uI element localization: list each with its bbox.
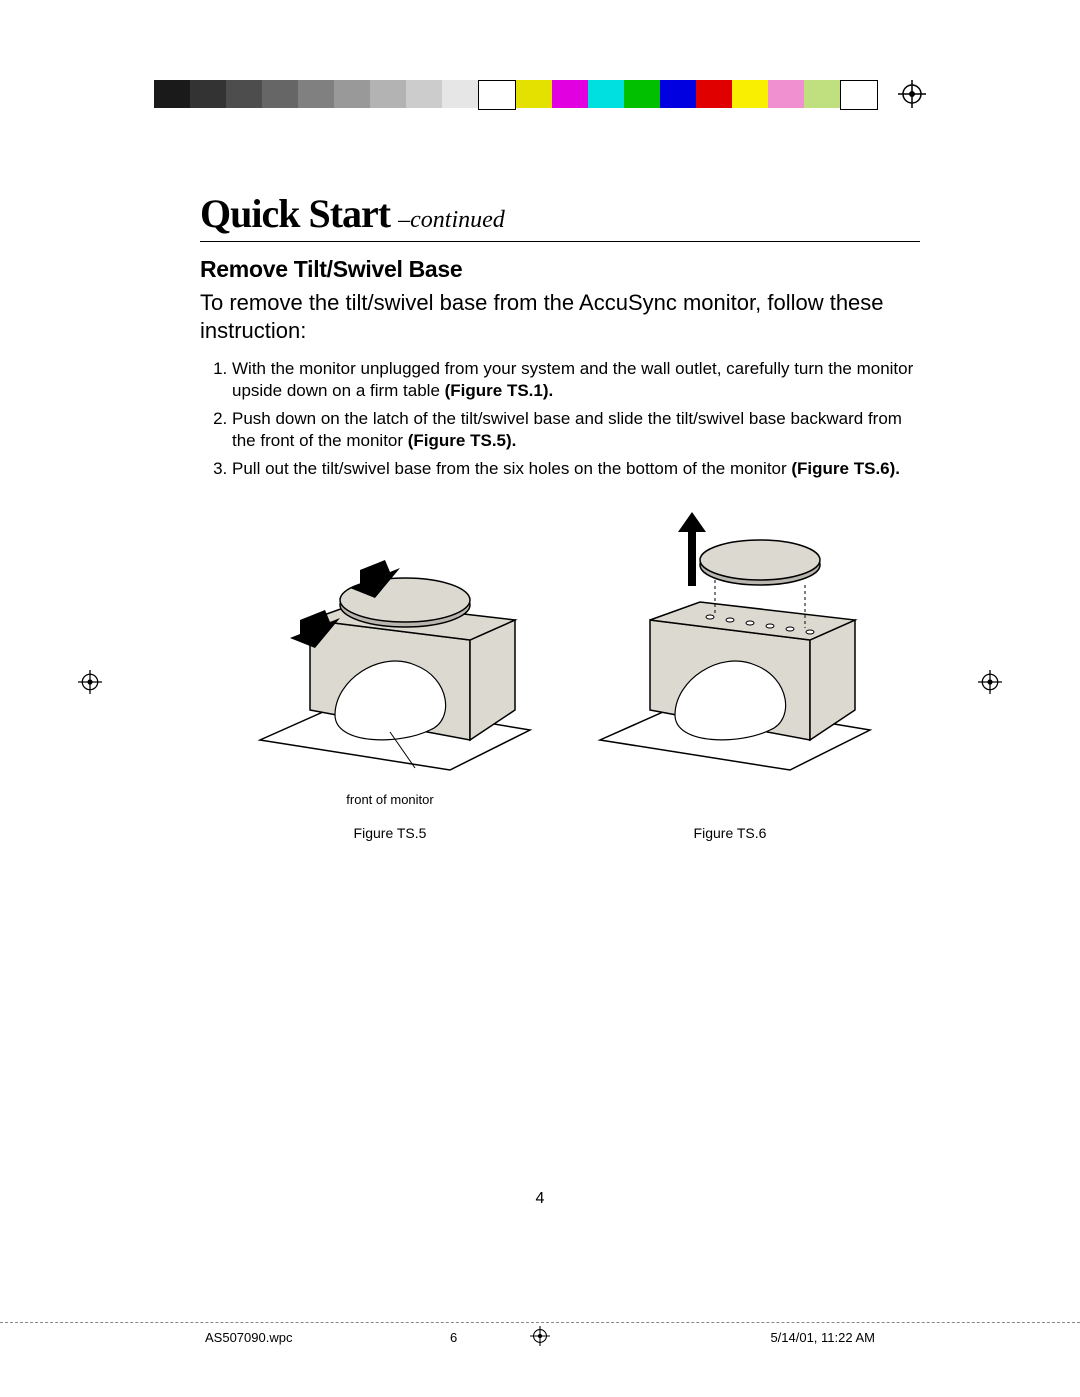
content-area: Quick Start –continued Remove Tilt/Swive… [200,190,920,841]
color-swatch [840,80,878,110]
footer-filename: AS507090.wpc [205,1330,292,1345]
color-swatch [370,80,406,108]
registration-mark-icon [978,670,1002,699]
page-number: 4 [0,1190,1080,1208]
color-swatch [768,80,804,108]
color-swatch [190,80,226,108]
page-title: Quick Start –continued [200,190,920,242]
footer-sheet-number: 6 [450,1330,457,1345]
registration-mark-icon [78,670,102,699]
color-swatch [660,80,696,108]
color-swatch [226,80,262,108]
title-main: Quick Start [200,190,390,237]
print-calibration-bar [0,80,1080,108]
figures-row: front of monitor Figure TS.5 [200,510,920,841]
color-swatch [804,80,840,108]
section-heading: Remove Tilt/Swivel Base [200,256,920,283]
color-swatch [478,80,516,110]
monitor-slide-illustration [240,510,540,790]
color-swatch [298,80,334,108]
figure-ts6: Figure TS.6 [580,510,880,841]
print-footer: AS507090.wpc 6 5/14/01, 11:22 AM [0,1322,1080,1337]
footer-datetime: 5/14/01, 11:22 AM [770,1330,875,1345]
color-swatch [262,80,298,108]
color-swatch [588,80,624,108]
color-swatch [154,80,190,108]
title-continued: –continued [398,207,505,234]
color-swatch [552,80,588,108]
color-swatch-bar [154,80,878,108]
figure-ts5: front of monitor Figure TS.5 [240,510,540,841]
figure-ref: (Figure TS.5). [408,431,517,450]
color-swatch [516,80,552,108]
page: Quick Start –continued Remove Tilt/Swive… [0,0,1080,1397]
monitor-lift-illustration [580,510,880,790]
color-swatch [732,80,768,108]
step-text: With the monitor unplugged from your sys… [232,359,913,400]
step-text: Pull out the tilt/swivel base from the s… [232,459,791,478]
color-swatch [624,80,660,108]
list-item: With the monitor unplugged from your sys… [232,358,920,402]
color-swatch [334,80,370,108]
instruction-list: With the monitor unplugged from your sys… [206,358,920,480]
color-swatch [696,80,732,108]
color-swatch [406,80,442,108]
figure-ref: (Figure TS.6). [791,459,900,478]
figure-caption: Figure TS.5 [240,825,540,841]
figure-ref: (Figure TS.1). [445,381,554,400]
color-swatch [442,80,478,108]
list-item: Push down on the latch of the tilt/swive… [232,408,920,452]
front-of-monitor-label: front of monitor [240,792,540,807]
step-text: Push down on the latch of the tilt/swive… [232,409,902,450]
intro-text: To remove the tilt/swivel base from the … [200,289,920,344]
registration-mark-icon [530,1326,550,1349]
list-item: Pull out the tilt/swivel base from the s… [232,458,920,480]
figure-caption: Figure TS.6 [580,825,880,841]
registration-mark-icon [898,80,926,108]
